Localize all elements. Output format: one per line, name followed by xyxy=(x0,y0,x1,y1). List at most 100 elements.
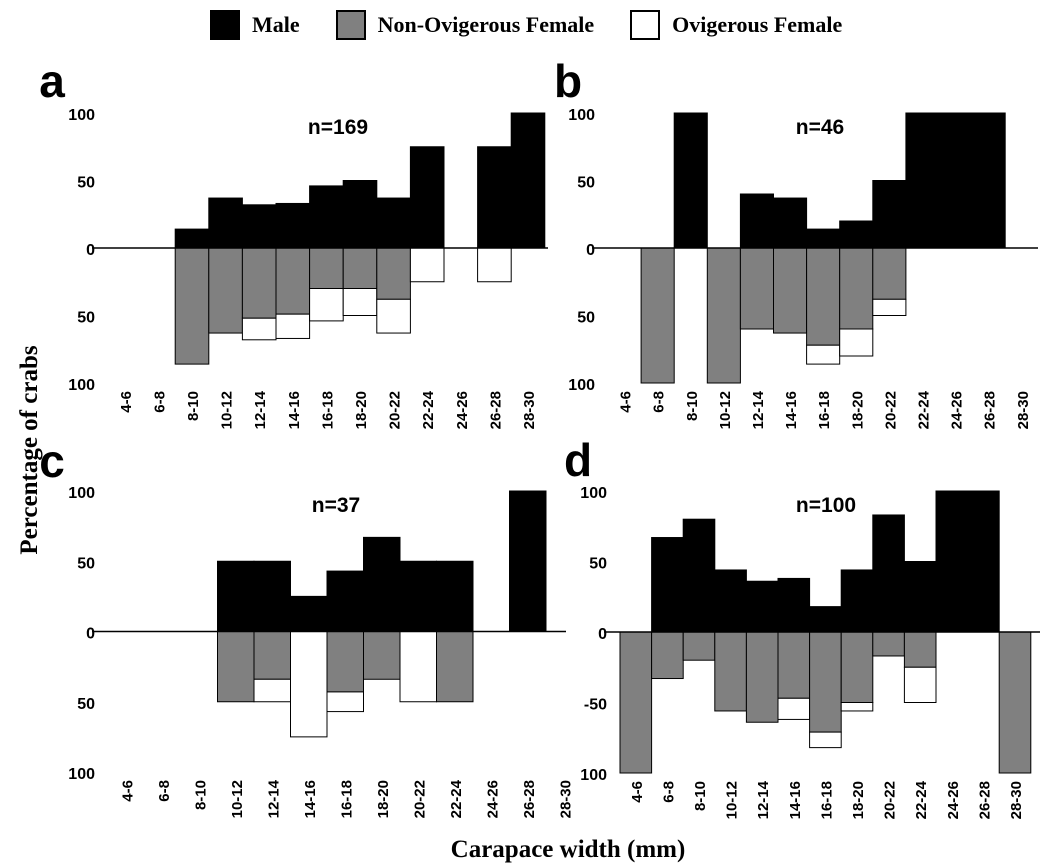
x-tick-label: 10-12 xyxy=(229,780,246,818)
bar-non-ovigerous-female xyxy=(253,631,291,680)
x-tick-label: 22-24 xyxy=(915,390,932,429)
legend-label-ovigerous-female: Ovigerous Female xyxy=(672,12,843,37)
y-tick-label: 50 xyxy=(77,555,95,572)
bar-non-ovigerous-female xyxy=(208,247,243,334)
x-tick-label: 6-8 xyxy=(151,391,168,413)
y-tick-label: 100 xyxy=(568,107,595,124)
bar-non-ovigerous-female xyxy=(217,631,255,703)
bar-non-ovigerous-female xyxy=(806,247,841,346)
x-tick-label: 28-30 xyxy=(557,780,574,818)
x-tick-label: 26-28 xyxy=(487,391,504,429)
bar-male xyxy=(376,197,411,249)
bar-ovigerous-female xyxy=(342,288,378,316)
x-tick-label: 24-26 xyxy=(945,781,962,819)
x-tick-label: 12-14 xyxy=(755,780,772,819)
bar-ovigerous-female xyxy=(241,317,277,341)
bar-non-ovigerous-female xyxy=(872,631,905,657)
bar-non-ovigerous-female xyxy=(809,631,842,733)
y-tick-label: 0 xyxy=(586,242,595,259)
bar-ovigerous-female xyxy=(809,731,842,749)
x-tick-label: 4-6 xyxy=(618,391,635,413)
bar-male xyxy=(399,560,437,632)
bar-male xyxy=(208,197,243,249)
y-tick-label: 0 xyxy=(86,242,95,259)
bar-ovigerous-female xyxy=(309,288,344,322)
bar-male xyxy=(905,112,940,249)
x-tick-label: 14-16 xyxy=(286,391,303,429)
bar-ovigerous-female xyxy=(326,691,364,713)
x-tick-label: 22-24 xyxy=(448,779,465,818)
x-tick-label: 14-16 xyxy=(302,780,319,818)
bar-non-ovigerous-female xyxy=(706,247,741,384)
bar-male xyxy=(510,112,546,249)
bar-male xyxy=(363,536,401,632)
bar-ovigerous-female xyxy=(777,697,811,720)
x-tick-label: 14-16 xyxy=(783,391,800,429)
bar-male xyxy=(673,112,708,249)
bar-male xyxy=(739,193,775,249)
x-tick-label: 24-26 xyxy=(454,391,471,429)
x-tick-label: 18-20 xyxy=(375,780,392,818)
sample-size-label: n=169 xyxy=(308,116,368,139)
bar-non-ovigerous-female xyxy=(309,247,344,289)
bar-ovigerous-female xyxy=(839,328,874,357)
bar-ovigerous-female xyxy=(253,678,291,703)
panel-label: b xyxy=(554,55,582,107)
x-tick-label: 4-6 xyxy=(119,780,136,802)
x-tick-label: 6-8 xyxy=(156,780,173,802)
x-tick-label: 24-26 xyxy=(949,391,966,429)
bar-male xyxy=(809,606,842,633)
x-tick-label: 22-24 xyxy=(913,780,930,819)
bar-non-ovigerous-female xyxy=(241,247,277,319)
bar-non-ovigerous-female xyxy=(773,247,808,334)
bar-male xyxy=(714,569,747,633)
bar-non-ovigerous-female xyxy=(619,631,653,774)
bar-non-ovigerous-female xyxy=(342,247,378,289)
bar-male xyxy=(967,490,1000,633)
bar-male xyxy=(651,537,684,633)
bar-ovigerous-female xyxy=(872,298,907,316)
bar-male xyxy=(275,202,311,249)
y-tick-label: 100 xyxy=(68,377,95,394)
y-tick-label: 50 xyxy=(577,310,595,327)
y-tick-label: 50 xyxy=(77,696,95,713)
legend: Male Non-Ovigerous Female Ovigerous Fema… xyxy=(210,8,878,42)
x-tick-label: 28-30 xyxy=(521,391,538,429)
x-tick-label: 26-28 xyxy=(521,780,538,818)
legend-item-non-ovigerous-female: Non-Ovigerous Female xyxy=(335,10,594,40)
sample-size-label: n=100 xyxy=(796,494,856,517)
x-tick-label: 26-28 xyxy=(976,781,993,819)
panel-d: d n=100 100 50 0 -50 100 4-6 6-8 8-10 10-12 12-14 14… xyxy=(564,434,1040,819)
bar-ovigerous-female xyxy=(376,298,411,334)
y-tick-label: 50 xyxy=(577,175,595,192)
bar-male xyxy=(840,569,874,633)
bar-ovigerous-female xyxy=(275,313,311,339)
panel-label: d xyxy=(564,434,592,486)
bar-male xyxy=(872,514,905,633)
x-tick-label: 18-20 xyxy=(353,391,370,429)
bar-non-ovigerous-female xyxy=(275,247,311,315)
bar-non-ovigerous-female xyxy=(777,631,811,699)
y-tick-label: 50 xyxy=(77,175,95,192)
panel-b: b n=46 100 50 0 50 100 4-6 6-8 8-10 10-12 12-14 14-1… xyxy=(554,55,1038,429)
y-tick-label: 50 xyxy=(77,310,95,327)
x-tick-label: 6-8 xyxy=(651,391,668,413)
x-tick-label: 22-24 xyxy=(420,390,437,429)
bar-male xyxy=(477,146,512,249)
x-tick-label: 10-12 xyxy=(219,391,236,429)
bar-male xyxy=(217,560,255,632)
y-tick-label: 50 xyxy=(589,556,607,573)
bar-male xyxy=(806,228,841,249)
x-tick-label: 10-12 xyxy=(724,781,741,819)
x-tick-label: 8-10 xyxy=(192,780,209,810)
bar-male xyxy=(509,490,547,632)
x-tick-label: 20-22 xyxy=(387,391,404,429)
bar-ovigerous-female xyxy=(903,666,937,703)
bar-male xyxy=(241,204,277,249)
sample-size-label: n=46 xyxy=(796,116,844,139)
x-tick-label: 10-12 xyxy=(717,391,734,429)
bar-non-ovigerous-female xyxy=(714,631,747,712)
x-tick-label: 16-18 xyxy=(319,391,336,429)
panel-label: a xyxy=(39,55,65,107)
